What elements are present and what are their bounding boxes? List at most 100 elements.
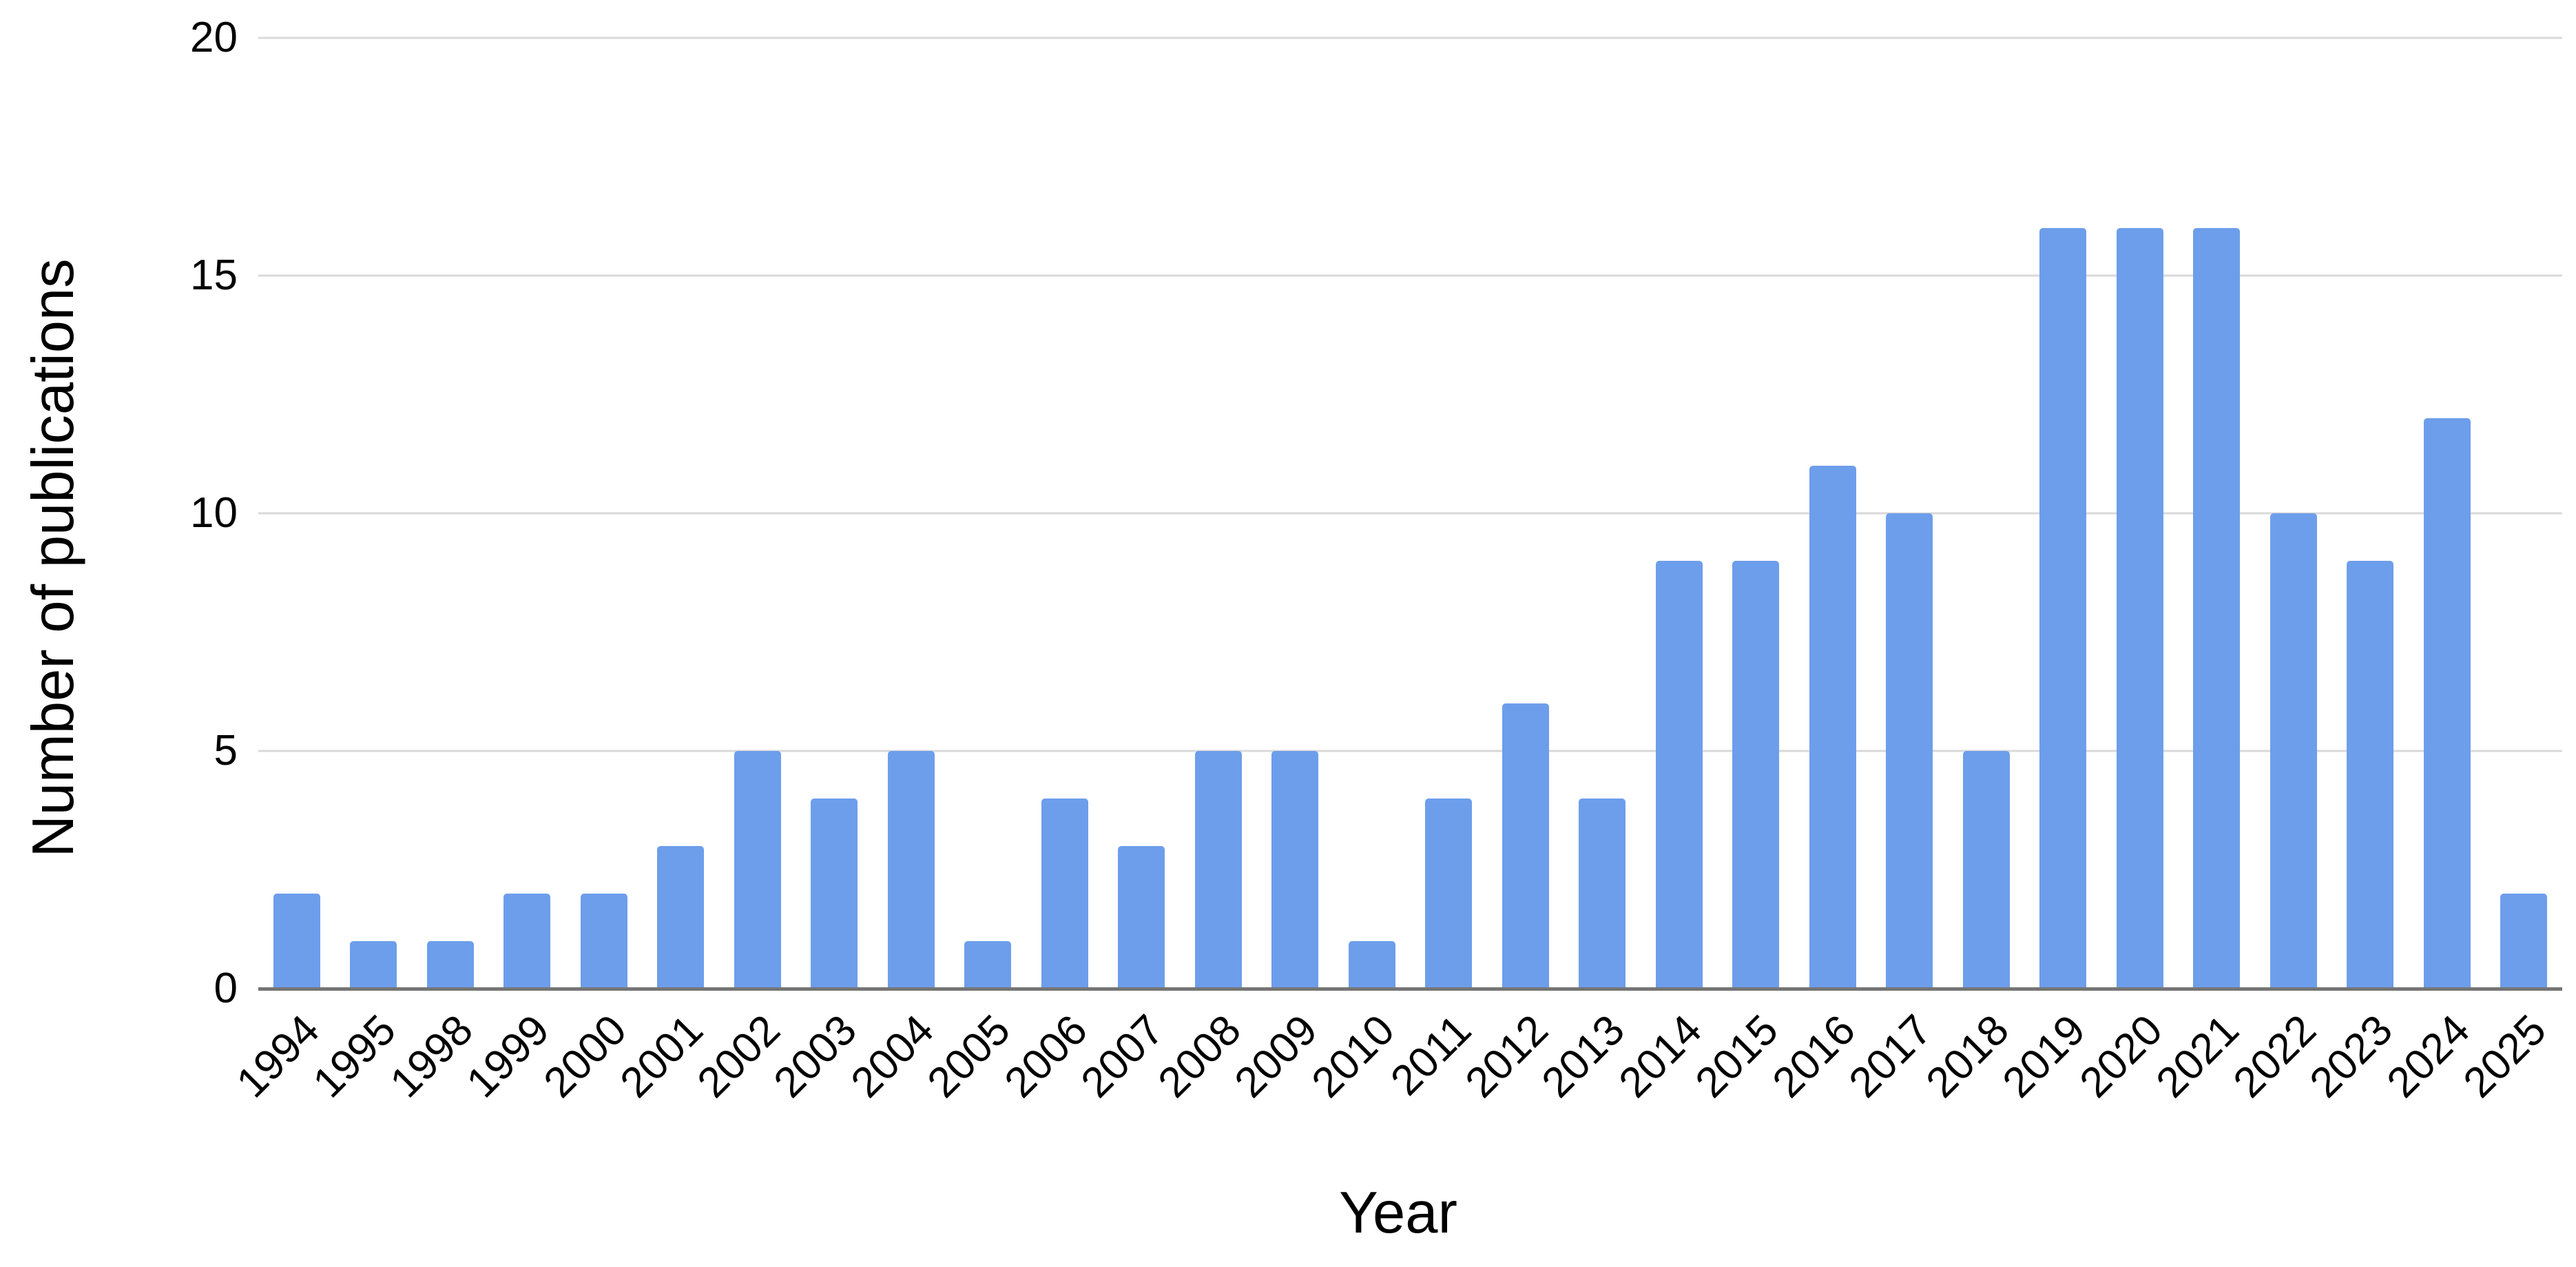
bar-2004	[887, 751, 935, 989]
x-tick-label-2007: 2007	[1072, 1006, 1174, 1107]
y-tick-label-0: 0	[214, 965, 238, 1012]
x-axis-line	[258, 987, 2562, 991]
bar-slot-2000	[565, 38, 643, 989]
bar-2012	[1502, 703, 1549, 989]
bar-2007	[1118, 846, 1165, 989]
bar-slot-2009	[1257, 38, 1334, 989]
x-tick-label-1995: 1995	[304, 1006, 406, 1107]
bar-2022	[2269, 513, 2317, 989]
gridline-y-20	[258, 37, 2562, 39]
y-tick-label-5: 5	[214, 727, 238, 774]
x-tick-label-2017: 2017	[1840, 1006, 1942, 1107]
bars-layer	[258, 38, 2562, 989]
x-tick-label-2016: 2016	[1763, 1006, 1865, 1107]
x-tick-label-2012: 2012	[1456, 1006, 1557, 1107]
bar-2001	[657, 846, 705, 989]
x-tick-label-2020: 2020	[2070, 1006, 2172, 1107]
x-tick-label-2011: 2011	[1382, 1006, 1481, 1105]
bar-2014	[1655, 561, 1703, 989]
bar-slot-2021	[2179, 38, 2256, 989]
x-axis-title: Year	[1339, 1180, 1457, 1246]
x-tick-label-2000: 2000	[534, 1006, 636, 1107]
y-tick-label-15: 15	[190, 251, 238, 299]
bar-1998	[426, 941, 474, 989]
x-tick-label-2022: 2022	[2224, 1006, 2325, 1107]
bar-slot-2016	[1794, 38, 1871, 989]
x-tick-label-2013: 2013	[1533, 1006, 1634, 1107]
bar-2021	[2193, 228, 2241, 989]
bar-slot-2007	[1103, 38, 1181, 989]
bar-slot-2024	[2409, 38, 2486, 989]
x-tick-label-2008: 2008	[1149, 1006, 1250, 1107]
bar-slot-2018	[1948, 38, 2025, 989]
bar-slot-2006	[1026, 38, 1103, 989]
bar-2024	[2423, 418, 2471, 989]
bar-slot-2002	[719, 38, 796, 989]
x-tick-label-2021: 2021	[2147, 1006, 2249, 1107]
bar-1994	[273, 894, 320, 989]
x-tick-label-1994: 1994	[227, 1006, 329, 1107]
gridline-y-5	[258, 750, 2562, 752]
gridline-y-15	[258, 274, 2562, 277]
x-tick-label-2023: 2023	[2300, 1006, 2402, 1107]
bar-slot-1994	[258, 38, 335, 989]
x-tick-label-2025: 2025	[2454, 1006, 2556, 1107]
bar-2006	[1041, 799, 1088, 989]
bar-2013	[1579, 799, 1626, 989]
bar-slot-2001	[643, 38, 720, 989]
plot-area	[258, 37, 2562, 991]
bar-slot-1995	[335, 38, 413, 989]
x-tick-label-1998: 1998	[381, 1006, 482, 1107]
x-tick-label-2014: 2014	[1610, 1006, 1711, 1107]
bar-2025	[2500, 894, 2548, 989]
bar-slot-1999	[489, 38, 566, 989]
bar-slot-2010	[1333, 38, 1411, 989]
bar-2002	[734, 751, 781, 989]
bar-2016	[1809, 466, 1856, 989]
y-axis-tick-labels: 0 5 10 15 20	[0, 17, 238, 1010]
bar-2000	[580, 894, 627, 989]
x-tick-label-2024: 2024	[2378, 1006, 2479, 1107]
y-tick-label-20: 20	[190, 14, 238, 61]
bar-2020	[2116, 228, 2163, 989]
bar-slot-2015	[1718, 38, 1795, 989]
bar-slot-2017	[1871, 38, 1949, 989]
bar-slot-2005	[950, 38, 1027, 989]
bar-slot-2020	[2101, 38, 2179, 989]
bar-2015	[1732, 561, 1780, 989]
bar-2011	[1425, 799, 1473, 989]
x-tick-label-2004: 2004	[842, 1006, 943, 1107]
x-tick-label-2001: 2001	[611, 1006, 713, 1107]
bar-slot-2011	[1411, 38, 1488, 989]
x-tick-label-2002: 2002	[688, 1006, 789, 1107]
bar-2017	[1886, 513, 1933, 989]
x-tick-label-2010: 2010	[1302, 1006, 1404, 1107]
bar-2008	[1194, 751, 1242, 989]
x-tick-label-2006: 2006	[995, 1006, 1097, 1107]
bar-slot-2004	[873, 38, 950, 989]
bar-2010	[1348, 941, 1395, 989]
bar-slot-2003	[796, 38, 873, 989]
bar-slot-2012	[1487, 38, 1564, 989]
bar-1995	[350, 941, 397, 989]
bar-slot-2013	[1564, 38, 1641, 989]
x-tick-label-1999: 1999	[457, 1006, 559, 1107]
bar-slot-2014	[1641, 38, 1718, 989]
x-tick-label-2018: 2018	[1917, 1006, 2018, 1107]
bar-2019	[2039, 228, 2087, 989]
bar-1999	[503, 894, 551, 989]
bar-2009	[1271, 751, 1319, 989]
x-tick-label-2019: 2019	[1993, 1006, 2095, 1107]
gridline-y-10	[258, 512, 2562, 515]
bar-2005	[964, 941, 1012, 989]
bar-2018	[1962, 751, 2010, 989]
bar-slot-2023	[2332, 38, 2409, 989]
x-tick-label-2003: 2003	[765, 1006, 866, 1107]
x-tick-label-2005: 2005	[918, 1006, 1020, 1107]
bar-slot-2025	[2486, 38, 2563, 989]
x-tick-label-2015: 2015	[1686, 1006, 1788, 1107]
bar-2023	[2347, 561, 2394, 989]
bar-slot-2019	[2025, 38, 2102, 989]
bar-slot-2008	[1180, 38, 1257, 989]
